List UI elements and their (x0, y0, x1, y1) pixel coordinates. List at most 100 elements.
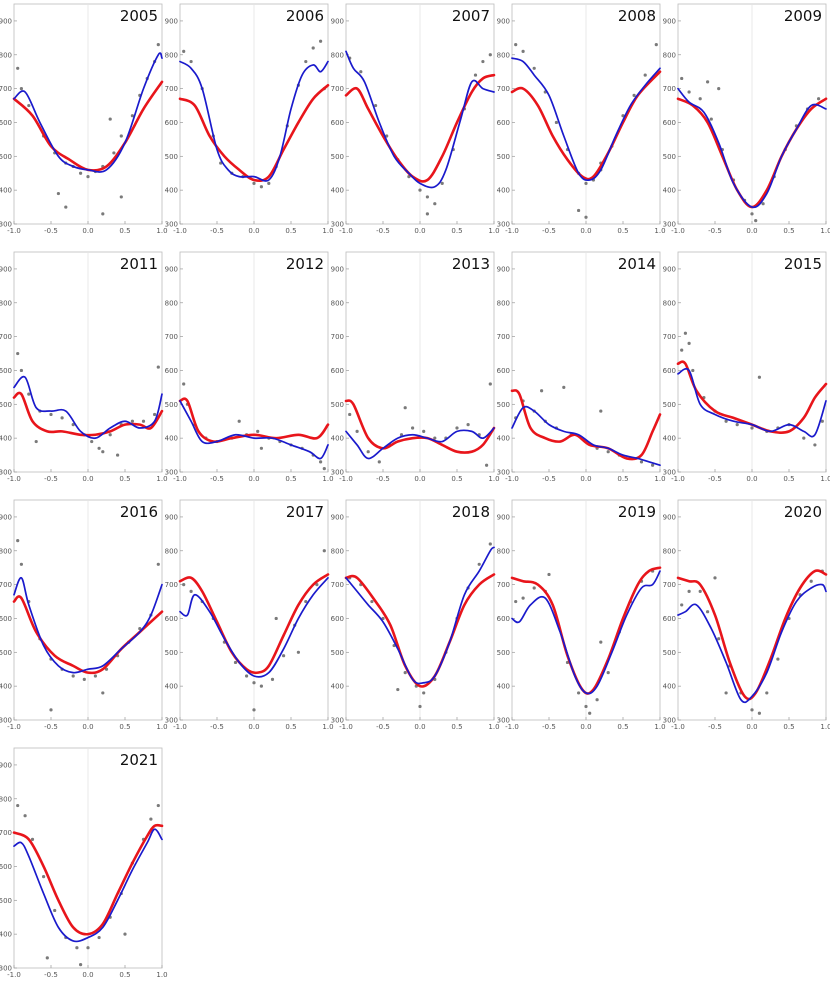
y-tick-label: 400 (165, 683, 178, 691)
data-point (138, 627, 142, 631)
data-point (599, 640, 603, 644)
data-point (813, 443, 817, 447)
data-point (698, 97, 702, 101)
red-series-line (12, 391, 164, 437)
chart-panel-2007: 300 400 500 600 700 800 900 -1.0 -0.5 0.0 0.5 1.0 20… (331, 0, 500, 248)
data-point (422, 429, 426, 433)
x-tick-label: -1.0 (7, 723, 21, 731)
chart-title: 2018 (452, 503, 490, 521)
x-tick-label: 0.0 (414, 475, 425, 483)
y-tick-label: 600 (663, 615, 676, 623)
y-tick-label: 900 (165, 17, 178, 25)
data-point (595, 698, 599, 702)
red-series-line (12, 823, 164, 936)
y-tick-label: 600 (497, 615, 510, 623)
red-series-line (344, 73, 496, 183)
y-tick-label: 700 (663, 85, 676, 93)
data-point (359, 70, 363, 74)
y-tick-label: 600 (0, 863, 12, 871)
data-point (683, 331, 687, 335)
data-point (156, 43, 160, 47)
y-tick-label: 300 (663, 469, 676, 477)
chart-title: 2014 (618, 255, 656, 273)
data-point (802, 436, 806, 440)
data-point (315, 583, 319, 587)
x-tick-label: -0.5 (210, 475, 224, 483)
chart-svg-2012: 300 400 500 600 700 800 900 -1.0 -0.5 0.0 0.5 1.0 20… (165, 251, 334, 483)
x-tick-label: 0.5 (119, 723, 130, 731)
data-point (709, 117, 713, 121)
data-point (259, 446, 263, 450)
data-point (19, 562, 23, 566)
x-tick-label: -0.5 (44, 227, 58, 235)
y-tick-label: 300 (0, 469, 12, 477)
blue-series-line (13, 828, 163, 943)
data-point (521, 49, 525, 53)
y-tick-label: 800 (663, 51, 676, 59)
data-point (322, 549, 326, 553)
x-tick-label: -1.0 (339, 723, 353, 731)
red-series-line (510, 70, 662, 181)
red-series-line (510, 389, 662, 461)
y-tick-label: 400 (497, 187, 510, 195)
y-tick-label: 500 (497, 153, 510, 161)
data-point (16, 66, 20, 70)
y-tick-label: 300 (497, 717, 510, 725)
data-point (23, 814, 27, 818)
y-tick-label: 300 (663, 221, 676, 229)
chart-panel-2014: 300 400 500 600 700 800 900 -1.0 -0.5 0.0 0.5 1.0 20… (497, 248, 666, 496)
x-tick-label: 1.0 (820, 723, 830, 731)
y-tick-label: 300 (165, 469, 178, 477)
chart-panel-2016: 300 400 500 600 700 800 900 -1.0 -0.5 0.0 0.5 1.0 20… (0, 496, 168, 744)
x-tick-label: 0.0 (746, 475, 757, 483)
x-tick-label: -0.5 (376, 723, 390, 731)
y-tick-label: 300 (663, 717, 676, 725)
x-tick-label: 0.5 (285, 723, 296, 731)
data-point (411, 426, 415, 430)
y-tick-label: 800 (663, 547, 676, 555)
x-tick-label: -1.0 (339, 227, 353, 235)
chart-svg-2006: 300 400 500 600 700 800 900 -1.0 -0.5 0.0 0.5 1.0 20… (165, 3, 334, 235)
y-tick-label: 900 (497, 513, 510, 521)
data-point (584, 215, 588, 219)
data-point (488, 542, 492, 546)
y-tick-label: 900 (165, 513, 178, 521)
x-tick-label: 0.5 (285, 227, 296, 235)
data-point (485, 463, 489, 467)
x-tick-label: -1.0 (671, 227, 685, 235)
red-series-line (344, 399, 496, 454)
data-point (396, 687, 400, 692)
y-tick-label: 300 (331, 221, 344, 229)
x-tick-label: 1.0 (156, 475, 167, 483)
data-point (724, 691, 728, 695)
data-point (130, 419, 134, 423)
y-tick-label: 500 (663, 153, 676, 161)
y-tick-label: 400 (331, 683, 344, 691)
red-series-line (178, 573, 330, 675)
y-tick-label: 500 (497, 649, 510, 657)
y-tick-label: 400 (663, 683, 676, 691)
chart-panel-2018: 300 400 500 600 700 800 900 -1.0 -0.5 0.0 0.5 1.0 20… (331, 496, 500, 744)
data-point (108, 433, 112, 437)
chart-title: 2012 (286, 255, 324, 273)
x-tick-label: -1.0 (505, 723, 519, 731)
data-point (79, 963, 83, 967)
chart-panel-2019: 300 400 500 600 700 800 900 -1.0 -0.5 0.0 0.5 1.0 20… (497, 496, 666, 744)
x-tick-label: 1.0 (488, 227, 499, 235)
blue-series-line (511, 57, 661, 182)
chart-panel-2012: 300 400 500 600 700 800 900 -1.0 -0.5 0.0 0.5 1.0 20… (165, 248, 334, 496)
chart-panel-2009: 300 400 500 600 700 800 900 -1.0 -0.5 0.0 0.5 1.0 20… (663, 0, 830, 248)
y-tick-label: 600 (663, 119, 676, 127)
y-tick-label: 300 (0, 965, 12, 973)
data-point (49, 708, 53, 712)
x-tick-label: -1.0 (173, 723, 187, 731)
y-tick-label: 400 (663, 187, 676, 195)
data-point (101, 691, 105, 695)
x-tick-label: 0.5 (119, 475, 130, 483)
data-point (123, 932, 127, 936)
data-point (42, 875, 46, 879)
blue-series-line (13, 52, 163, 173)
y-tick-label: 900 (497, 17, 510, 25)
data-point (156, 562, 160, 566)
data-point (30, 837, 35, 841)
